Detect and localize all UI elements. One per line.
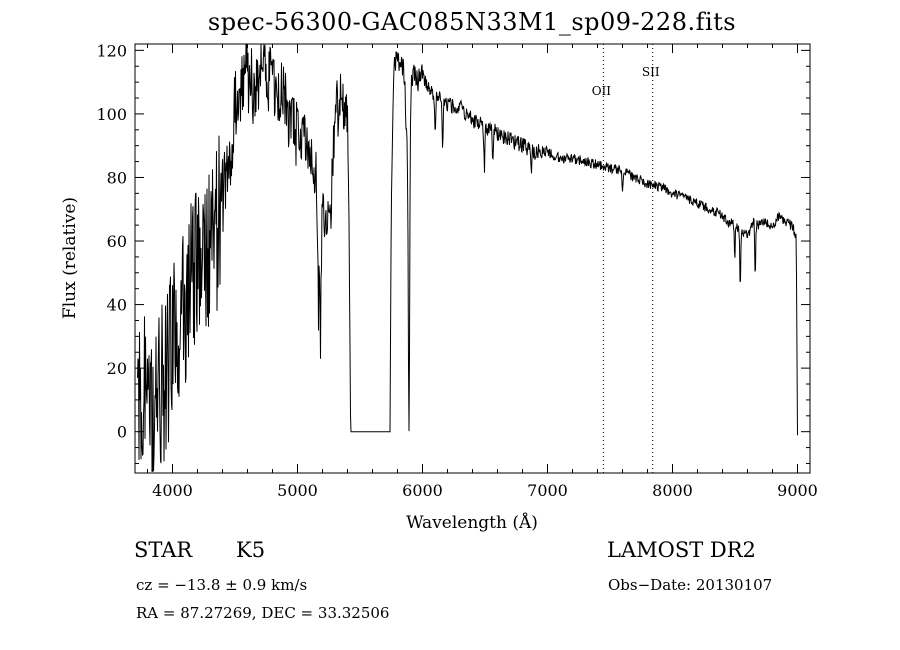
survey-name: LAMOST DR2 [607,538,756,562]
object-subclass: K5 [236,538,266,562]
reference-line-label: OII [592,84,612,98]
ra-dec-coordinates: RA = 87.27269, DEC = 33.32506 [136,604,390,622]
y-tick-label: 20 [107,359,127,378]
y-tick-label: 60 [107,232,127,251]
y-tick-label: 120 [96,41,127,60]
redshift-cz: cz = −13.8 ± 0.9 km/s [136,576,308,594]
y-tick-label: 80 [107,168,127,187]
y-tick-label: 0 [117,423,127,442]
x-tick-label: 5000 [277,481,318,500]
obs-date: Obs−Date: 20130107 [608,576,773,594]
x-tick-label: 4000 [152,481,193,500]
y-axis-label: Flux (relative) [60,197,80,319]
axis-ticks: 4000 5000 6000 7000 8000 9000 0 20 40 60 80 100 120 [96,41,817,500]
y-tick-label: 40 [107,296,127,315]
x-tick-label: 9000 [777,481,818,500]
x-tick-label: 8000 [652,481,693,500]
object-class: STAR [134,538,193,562]
spectrum-line [137,43,798,472]
chart-title: spec-56300-GAC085N33M1_sp09-228.fits [207,8,737,36]
y-tick-label: 100 [96,105,127,124]
x-tick-label: 6000 [402,481,443,500]
x-tick-label: 7000 [527,481,568,500]
reference-line-label: SII [642,65,660,79]
reference-lines: OII SII [592,44,660,473]
x-axis-label: Wavelength (Å) [406,512,538,533]
